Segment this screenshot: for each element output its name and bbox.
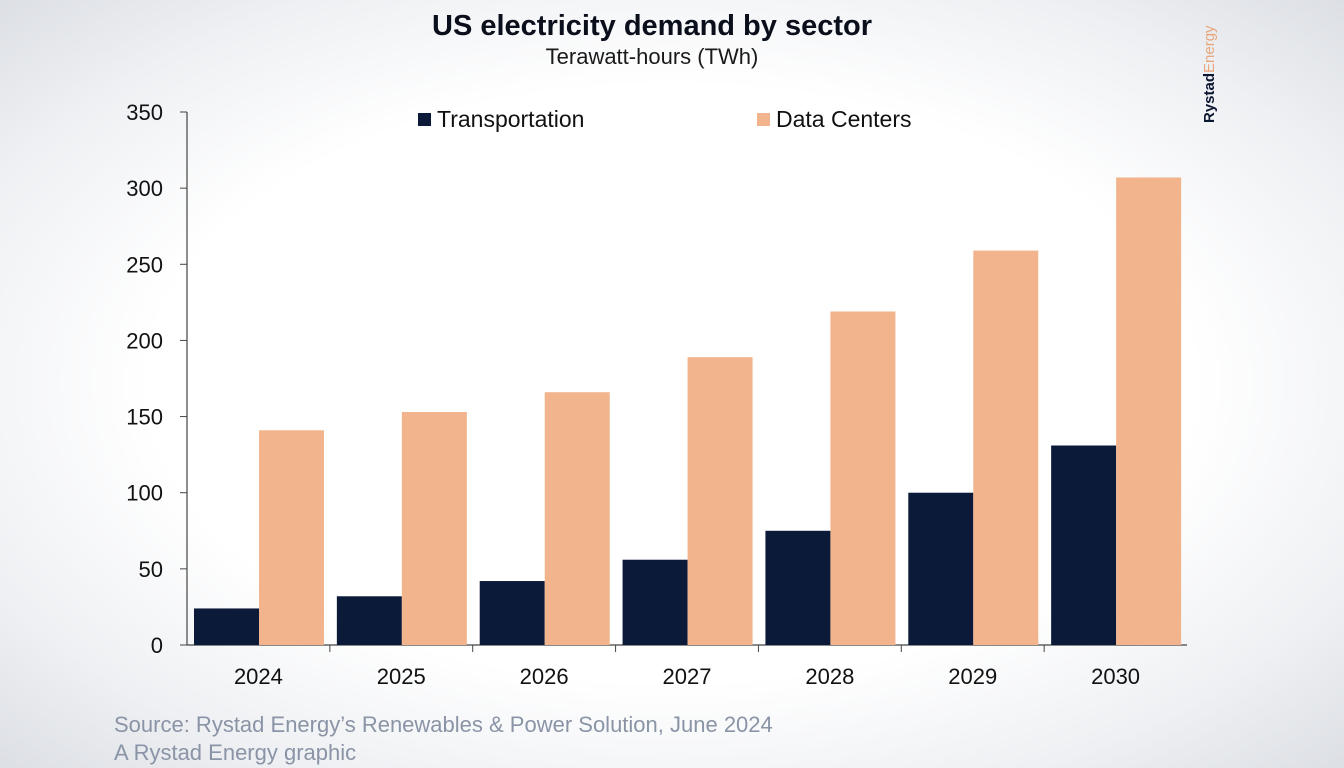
y-tick-label: 0 xyxy=(151,633,163,658)
bar-data-centers-2026 xyxy=(544,392,610,645)
chart-title: US electricity demand by sector xyxy=(432,10,872,42)
bar-transportation-2026 xyxy=(479,581,545,645)
bar-transportation-2025 xyxy=(336,596,402,645)
bar-transportation-2030 xyxy=(1051,445,1117,645)
legend-swatch-data-centers xyxy=(757,113,770,126)
bar-transportation-2029 xyxy=(908,492,974,645)
bar-chart: 0 50 100 150 200 250 300 350 2024 2025 2026 2027 202… xyxy=(126,100,1187,689)
x-tick-label: 2026 xyxy=(520,664,569,689)
bar-transportation-2027 xyxy=(622,559,688,645)
x-tick-label: 2024 xyxy=(234,664,283,689)
bar-transportation-2024 xyxy=(194,608,259,645)
bar-data-centers-2024 xyxy=(259,430,324,645)
x-tick-label: 2029 xyxy=(948,664,997,689)
bar-data-centers-2030 xyxy=(1116,177,1182,646)
source-note: Source: Rystad Energy’s Renewables & Pow… xyxy=(114,712,773,737)
y-tick-label: 50 xyxy=(139,557,163,582)
y-tick-label: 150 xyxy=(126,405,163,430)
x-tick-label: 2030 xyxy=(1091,664,1140,689)
x-tick-label: 2027 xyxy=(663,664,712,689)
credit-note: A Rystad Energy graphic xyxy=(114,740,357,765)
y-tick-label: 100 xyxy=(126,481,163,506)
x-tick-label: 2025 xyxy=(377,664,426,689)
y-tick-label: 300 xyxy=(126,176,163,201)
bar-data-centers-2029 xyxy=(973,250,1039,645)
bar-data-centers-2025 xyxy=(401,412,467,645)
svg-text:RystadEnergy: RystadEnergy xyxy=(1201,25,1218,123)
bar-transportation-2028 xyxy=(765,530,831,645)
legend-swatch-transportation xyxy=(418,113,431,126)
y-tick-label: 250 xyxy=(126,252,163,277)
y-tick-label: 350 xyxy=(126,100,163,125)
bar-data-centers-2028 xyxy=(830,311,896,645)
bar-data-centers-2027 xyxy=(687,357,753,645)
rystad-energy-logo: RystadEnergy xyxy=(1201,25,1218,123)
x-tick-label: 2028 xyxy=(805,664,854,689)
legend-label: Data Centers xyxy=(776,106,912,132)
chart-subtitle: Terawatt-hours (TWh) xyxy=(545,44,759,69)
legend-label: Transportation xyxy=(437,106,584,132)
y-tick-label: 200 xyxy=(126,328,163,353)
